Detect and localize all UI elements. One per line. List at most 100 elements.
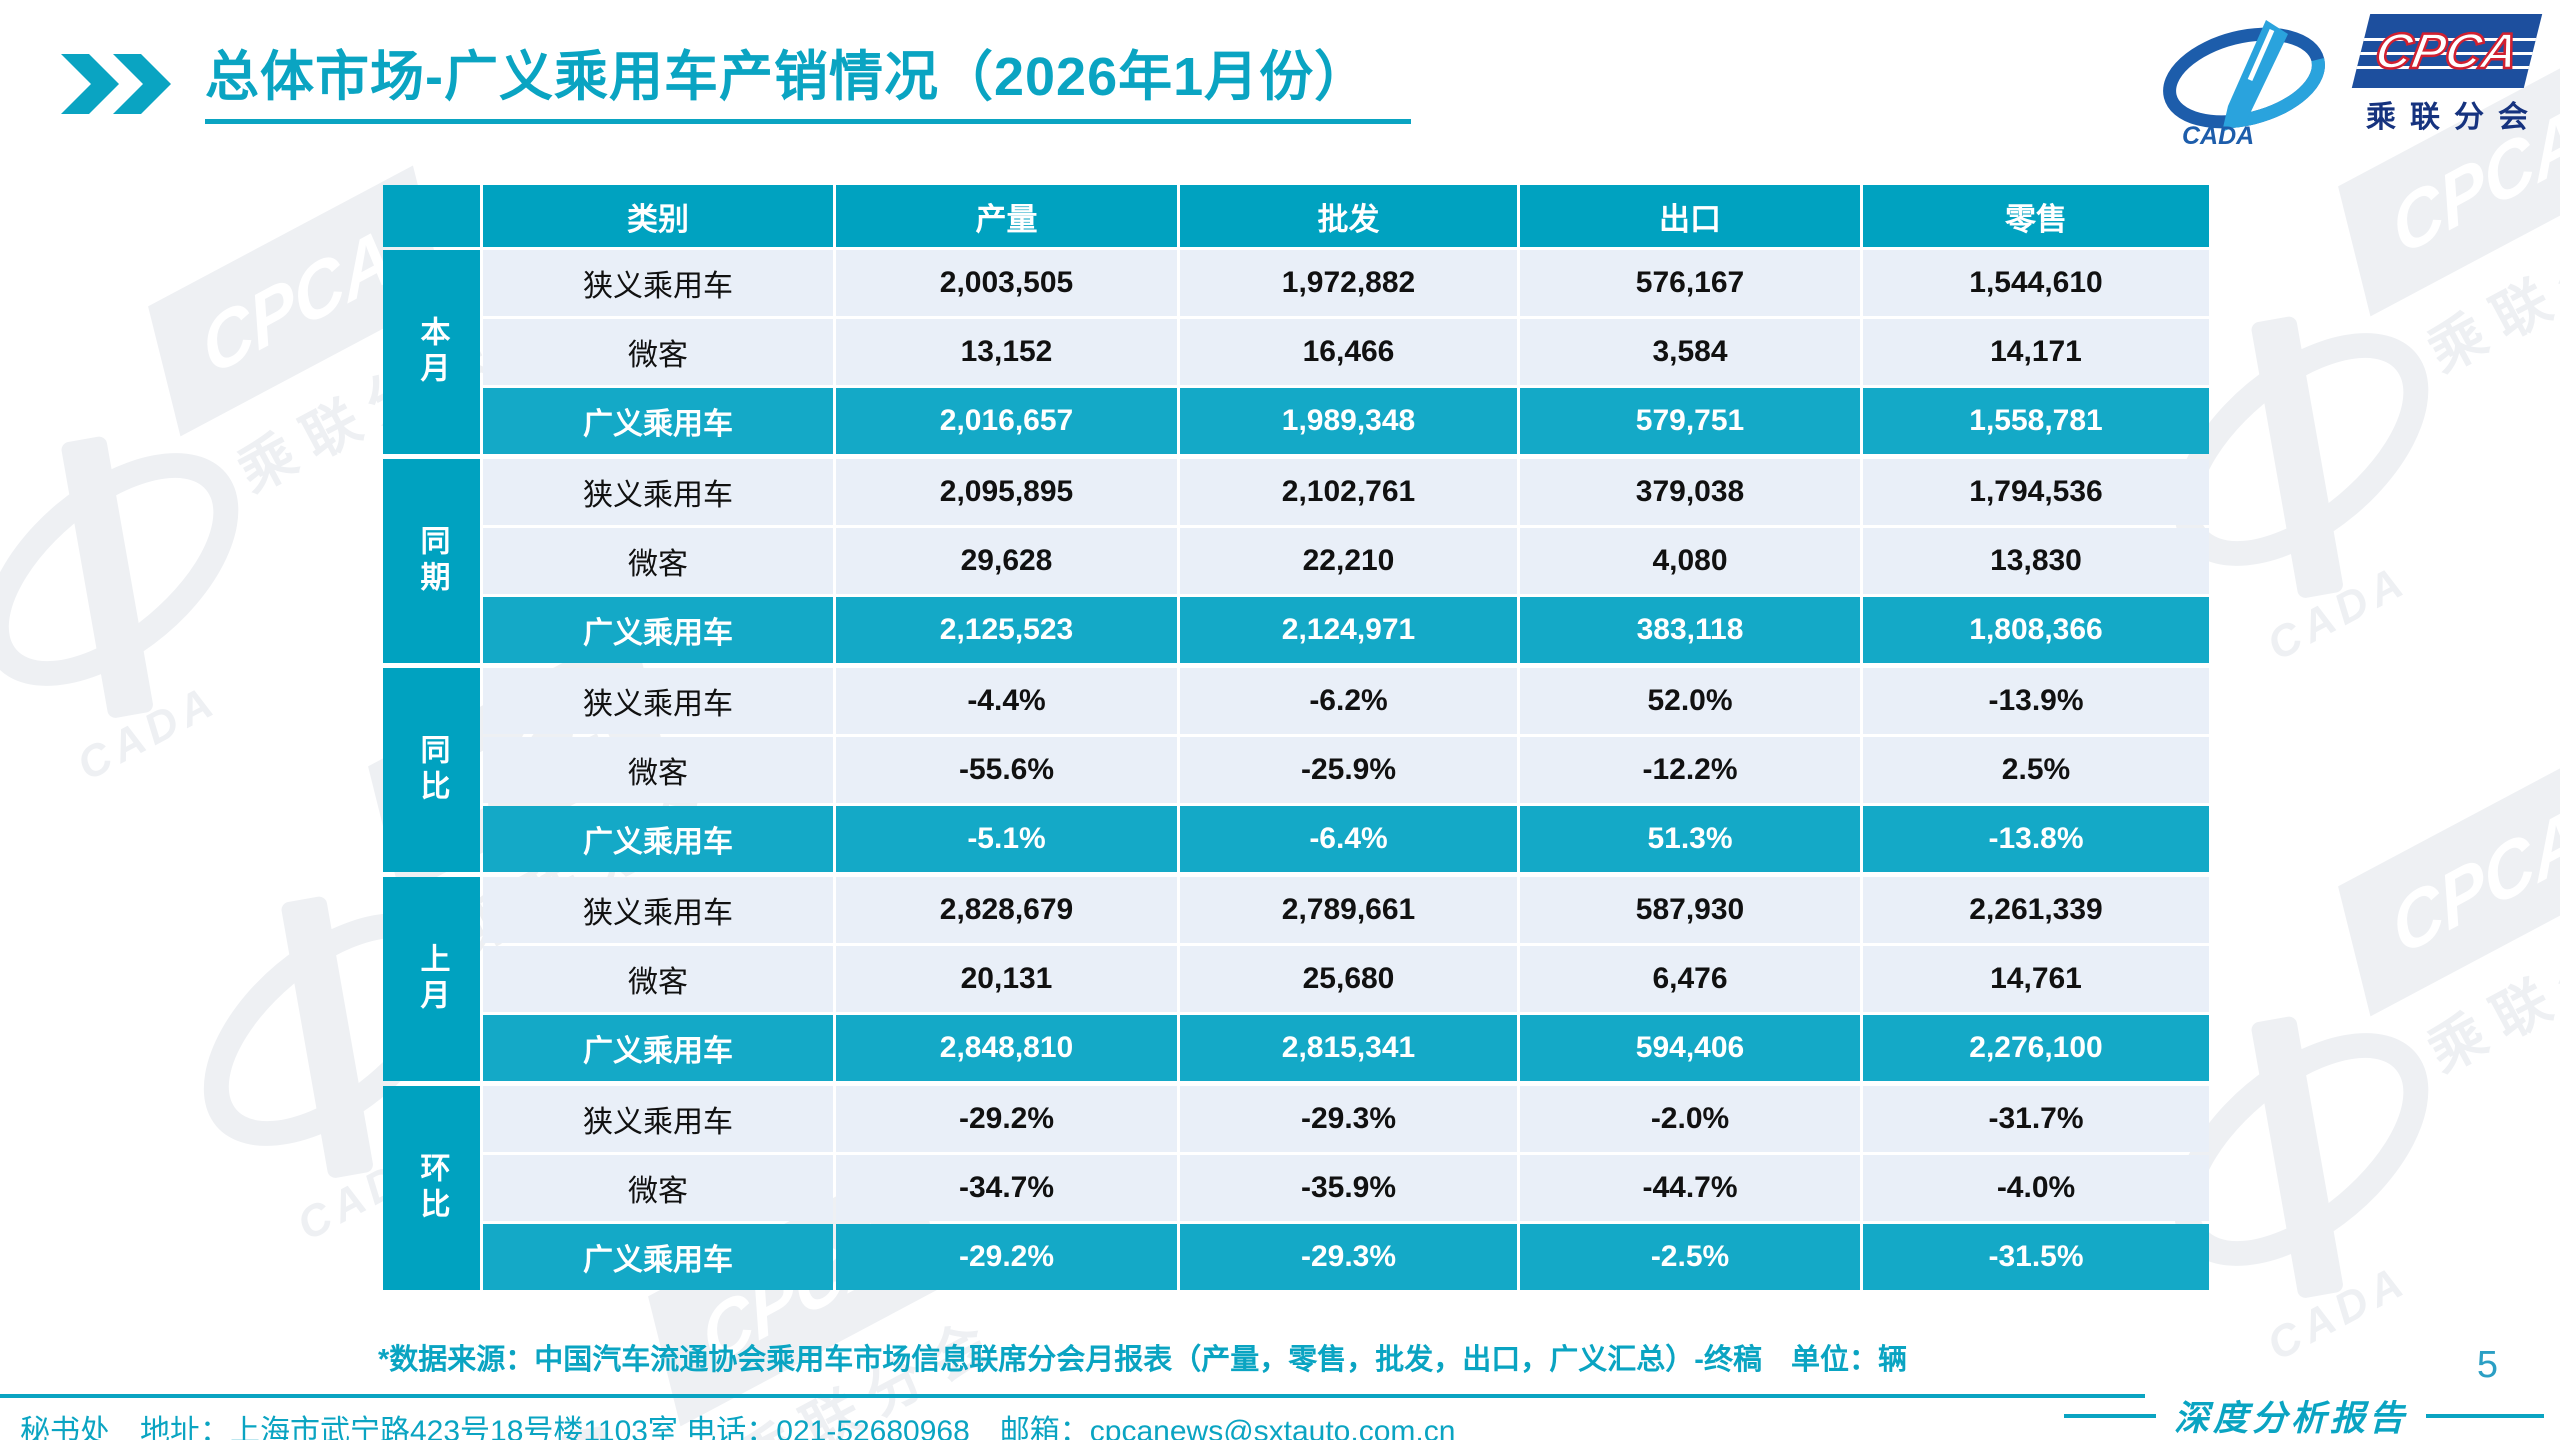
value-cell: 6,476	[1520, 946, 1860, 1012]
value-cell: 4,080	[1520, 528, 1860, 594]
column-header: 批发	[1180, 185, 1517, 247]
report-label-line-right	[2426, 1413, 2544, 1418]
watermark-cada-text: CADA	[2259, 1255, 2416, 1371]
value-cell: -35.9%	[1180, 1155, 1517, 1221]
watermark-pen-icon	[280, 895, 375, 1180]
column-header: 产量	[836, 185, 1177, 247]
value-cell: 2,125,523	[836, 597, 1177, 663]
value-cell: 383,118	[1520, 597, 1860, 663]
value-cell: 14,171	[1863, 319, 2209, 385]
value-cell: -13.8%	[1863, 806, 2209, 872]
value-cell: 1,972,882	[1180, 250, 1517, 316]
cada-emblem-icon: CADA	[2163, 20, 2325, 148]
svg-text:CADA: CADA	[2182, 122, 2254, 148]
table-group: 本月 狭义乘用车 2,003,505 1,972,882 576,167 1,544,61…	[383, 250, 2209, 454]
value-cell: -29.3%	[1180, 1086, 1517, 1152]
category-cell: 狭义乘用车	[483, 250, 833, 316]
table-group: 上月 狭义乘用车 2,828,679 2,789,661 587,930 2,261,33…	[383, 877, 2209, 1081]
footer-contact: 秘书处 地址：上海市武宁路423号18号楼1103室 电话：021-526809…	[20, 1415, 1456, 1440]
double-chevron-icon	[61, 54, 171, 114]
watermark-subtitle-text: 乘联分会	[2417, 893, 2560, 1085]
value-cell: 576,167	[1520, 250, 1860, 316]
value-cell: -34.7%	[836, 1155, 1177, 1221]
column-header: 类别	[483, 185, 833, 247]
value-cell: -12.2%	[1520, 737, 1860, 803]
value-cell: -4.4%	[836, 668, 1177, 734]
value-cell: 13,152	[836, 319, 1177, 385]
cpca-subtitle: 乘联分会	[2366, 101, 2542, 134]
value-cell: -31.7%	[1863, 1086, 2209, 1152]
value-cell: -31.5%	[1863, 1224, 2209, 1290]
category-cell: 广义乘用车	[483, 806, 833, 872]
category-cell: 狭义乘用车	[483, 877, 833, 943]
value-cell: 1,808,366	[1863, 597, 2209, 663]
value-cell: 1,989,348	[1180, 388, 1517, 454]
watermark-cpca-text: CPCA	[2338, 745, 2560, 1017]
value-cell: -29.2%	[836, 1224, 1177, 1290]
table-group: 同比 狭义乘用车 -4.4% -6.2% 52.0% -13.9% 微客 -55.6% -25.…	[383, 668, 2209, 872]
category-cell: 狭义乘用车	[483, 668, 833, 734]
corner-cell	[383, 185, 480, 247]
page-number: 5	[2476, 1344, 2498, 1386]
value-cell: 25,680	[1180, 946, 1517, 1012]
group-label: 同期	[383, 459, 480, 663]
value-cell: 52.0%	[1520, 668, 1860, 734]
category-cell: 微客	[483, 319, 833, 385]
table-group: 同期 狭义乘用车 2,095,895 2,102,761 379,038 1,794,53…	[383, 459, 2209, 663]
group-label: 环比	[383, 1086, 480, 1290]
watermark-cada-text: CADA	[2259, 555, 2416, 671]
value-cell: 579,751	[1520, 388, 1860, 454]
category-cell: 广义乘用车	[483, 388, 833, 454]
cpca-badge: CPCA 乘联分会	[2351, 14, 2543, 136]
column-header: 零售	[1863, 185, 2209, 247]
header: 总体市场-广义乘用车产销情况（2026年1月份）	[55, 47, 1412, 125]
cpca-logo: CADA CPCA 乘联分会	[2146, 14, 2543, 148]
watermark-ellipse-icon	[0, 407, 281, 732]
value-cell: 13,830	[1863, 528, 2209, 594]
value-cell: -4.0%	[1863, 1155, 2209, 1221]
value-cell: 20,131	[836, 946, 1177, 1012]
value-cell: 594,406	[1520, 1015, 1860, 1081]
value-cell: 2,003,505	[836, 250, 1177, 316]
data-table: 类别 产量 批发 出口 零售 本月 狭义乘用车 2,003,505 1,972,882…	[383, 185, 2209, 1295]
report-label-line-left	[2063, 1413, 2156, 1418]
category-cell: 狭义乘用车	[483, 459, 833, 525]
report-label: 深度分析报告	[2063, 1390, 2544, 1440]
group-label: 同比	[383, 668, 480, 872]
table-body: 本月 狭义乘用车 2,003,505 1,972,882 576,167 1,544,61…	[383, 250, 2209, 1290]
value-cell: 14,761	[1863, 946, 2209, 1012]
value-cell: 1,544,610	[1863, 250, 2209, 316]
value-cell: 29,628	[836, 528, 1177, 594]
table-group: 环比 狭义乘用车 -29.2% -29.3% -2.0% -31.7% 微客 -34.7% -3…	[383, 1086, 2209, 1290]
value-cell: 2,102,761	[1180, 459, 1517, 525]
value-cell: 379,038	[1520, 459, 1860, 525]
source-note: *数据来源：中国汽车流通协会乘用车市场信息联席分会月报表（产量，零售，批发，出口…	[378, 1344, 1907, 1376]
value-cell: -6.2%	[1180, 668, 1517, 734]
footer-divider	[0, 1394, 2145, 1398]
group-label: 上月	[383, 877, 480, 1081]
cpca-wordmark: CPCA	[2370, 22, 2524, 81]
page-title: 总体市场-广义乘用车产销情况（2026年1月份）	[205, 47, 1412, 125]
category-cell: 广义乘用车	[483, 1224, 833, 1290]
value-cell: 2,848,810	[836, 1015, 1177, 1081]
value-cell: -6.4%	[1180, 806, 1517, 872]
value-cell: 2,276,100	[1863, 1015, 2209, 1081]
value-cell: 2,828,679	[836, 877, 1177, 943]
value-cell: -29.2%	[836, 1086, 1177, 1152]
category-cell: 微客	[483, 1155, 833, 1221]
value-cell: -2.5%	[1520, 1224, 1860, 1290]
value-cell: 3,584	[1520, 319, 1860, 385]
value-cell: -25.9%	[1180, 737, 1517, 803]
value-cell: 2,815,341	[1180, 1015, 1517, 1081]
column-header: 出口	[1520, 185, 1860, 247]
watermark-pen-icon	[60, 435, 155, 720]
watermark-pen-icon	[2250, 315, 2345, 600]
value-cell: -29.3%	[1180, 1224, 1517, 1290]
value-cell: -55.6%	[836, 737, 1177, 803]
value-cell: 1,558,781	[1863, 388, 2209, 454]
value-cell: 2,261,339	[1863, 877, 2209, 943]
watermark-cada-text: CADA	[69, 675, 226, 791]
report-label-text: 深度分析报告	[2173, 1398, 2408, 1439]
category-cell: 微客	[483, 737, 833, 803]
